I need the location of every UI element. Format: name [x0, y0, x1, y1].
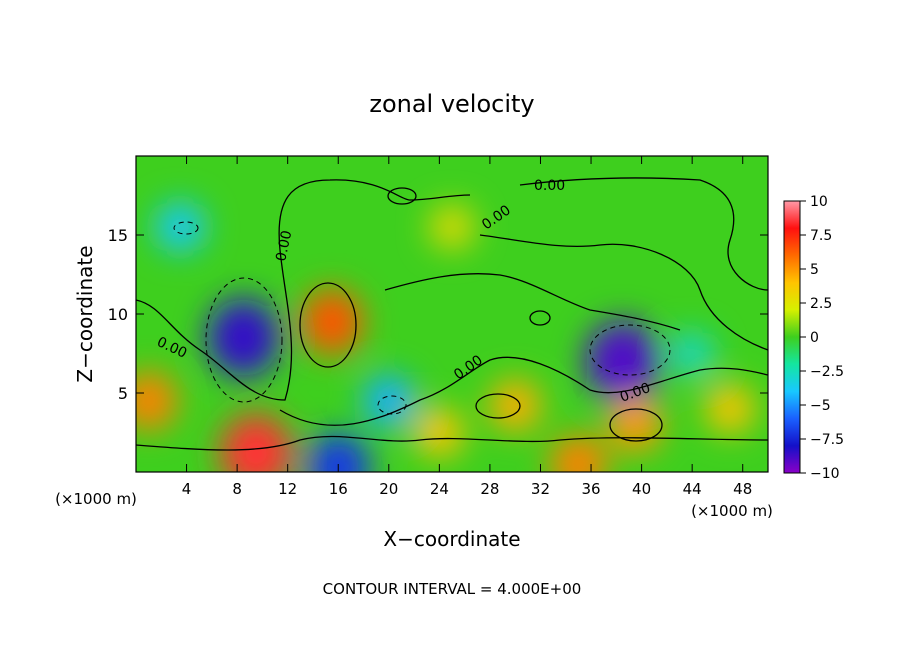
y-tick-label: 5: [118, 384, 128, 403]
zero-contour-line: [136, 435, 768, 451]
contour-lines: [136, 177, 768, 451]
zero-contour-line: [519, 177, 768, 291]
velocity-feature: [608, 396, 663, 453]
closed-contour-line: [299, 282, 357, 368]
colorbar-tick-label: 10: [810, 194, 828, 210]
colorbar-tick-label: −10: [810, 466, 840, 482]
velocity-feature: [219, 413, 293, 472]
x-unit-label-left: (×1000 m): [55, 490, 137, 508]
zero-contour-line: [136, 179, 471, 401]
x-tick-label: 12: [278, 480, 297, 498]
colorbar-tick-label: 7.5: [810, 228, 832, 244]
x-tick-label: 48: [733, 480, 752, 498]
x-axis: 4 8 12 16 20 24 28 32 36 40 44 48: [182, 156, 752, 498]
velocity-feature: [705, 384, 755, 434]
negative-contour-line: [589, 324, 671, 376]
contour-interval-note: CONTOUR INTERVAL = 4.000E+00: [323, 580, 582, 598]
velocity-feature: [489, 379, 541, 433]
velocity-feature: [670, 331, 714, 376]
x-tick-label: 20: [379, 480, 398, 498]
zero-contour-line: [384, 273, 681, 331]
zero-contour-line: [279, 356, 768, 426]
y-tick-label: 10: [108, 305, 128, 324]
x-unit-label-right: (×1000 m): [691, 502, 773, 520]
velocity-feature: [207, 298, 280, 377]
velocity-feature: [430, 205, 474, 249]
x-tick-label: 24: [430, 480, 449, 498]
velocity-feature: [414, 407, 464, 458]
negative-contour-line: [173, 221, 199, 235]
y-tick-label: 15: [108, 226, 128, 245]
colorbar: 10 7.5 5 2.5 0 −2.5 −5 −7.5 −10: [783, 194, 844, 482]
negative-contour-line: [377, 395, 407, 415]
colorbar-tick-label: 5: [810, 262, 819, 278]
x-tick-label: 4: [182, 480, 192, 498]
contour-label: 0.00: [534, 178, 565, 194]
colorbar-ticks: 10 7.5 5 2.5 0 −2.5 −5 −7.5 −10: [800, 194, 844, 482]
x-tick-label: 44: [683, 480, 702, 498]
closed-contour-line: [529, 310, 551, 326]
plot-area: 0.00 0.00 0.00 0.00 0.00 0.00: [136, 156, 768, 472]
dashed-contours: [173, 221, 671, 415]
velocity-feature: [550, 434, 607, 472]
x-tick-label: 16: [329, 480, 348, 498]
negative-contour-line: [205, 277, 283, 403]
x-tick-label: 8: [232, 480, 242, 498]
colorbar-tick-label: −7.5: [810, 432, 844, 448]
velocity-feature: [155, 202, 205, 252]
x-tick-label: 32: [531, 480, 550, 498]
velocity-feature: [301, 289, 363, 355]
x-tick-label: 36: [581, 480, 600, 498]
colorbar-tick-label: 0: [810, 330, 819, 346]
colorbar-tick-label: −5: [810, 398, 831, 414]
closed-contour-line: [387, 187, 417, 205]
colorbar-tick-label: 2.5: [810, 296, 832, 312]
colorbar-tick-label: −2.5: [810, 364, 844, 380]
x-axis-label: X−coordinate: [383, 527, 520, 551]
y-axis-label: Z−coordinate: [73, 245, 97, 382]
x-tick-label: 40: [632, 480, 651, 498]
closed-contour-line: [475, 393, 521, 419]
y-axis: 5 10 15: [108, 226, 768, 403]
zero-contour-line: [479, 234, 768, 351]
velocity-feature: [306, 432, 371, 472]
contour-label: 0.00: [273, 229, 295, 263]
closed-contour-line: [609, 408, 663, 442]
velocity-feature: [585, 320, 661, 403]
colorbar-gradient: [783, 200, 801, 474]
velocity-feature: [363, 374, 415, 428]
velocity-feature: [136, 371, 177, 431]
chart-title: zonal velocity: [369, 90, 534, 118]
x-tick-label: 28: [480, 480, 499, 498]
